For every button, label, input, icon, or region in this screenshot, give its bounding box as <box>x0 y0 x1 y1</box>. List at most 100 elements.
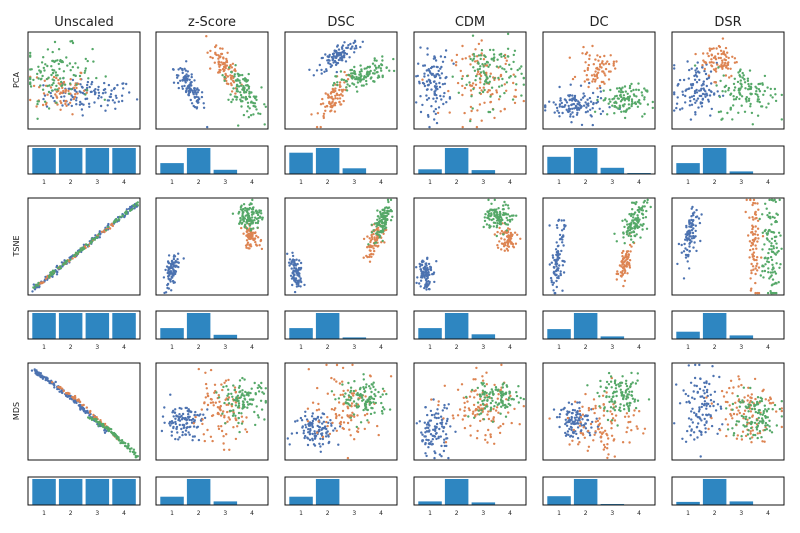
scatter-point-green <box>362 386 365 389</box>
scatter-point-blue <box>302 429 306 432</box>
scatter-point-orange <box>568 56 571 59</box>
scatter-point-orange <box>499 232 502 235</box>
scatter-point-green <box>376 218 379 221</box>
scatter-point-green <box>750 111 754 115</box>
scatter-point-green <box>358 70 362 74</box>
scatter-point-blue <box>167 274 171 277</box>
scatter-point-green <box>247 116 250 119</box>
scatter-point-green <box>91 237 94 240</box>
col-title-dsr: DSR <box>714 15 741 30</box>
scatter-point-orange <box>598 65 602 68</box>
scatter-point-green <box>349 395 352 399</box>
scatter-point-green <box>348 74 351 77</box>
scatter-point-blue <box>78 103 82 106</box>
scatter-point-orange <box>79 71 82 75</box>
scatter-point-green <box>498 218 501 221</box>
scatter-point-blue <box>298 275 301 278</box>
scatter-point-green <box>254 97 257 100</box>
scatter-point-blue <box>311 419 315 423</box>
scatter-point-blue <box>705 84 708 88</box>
scatter-point-green <box>632 216 635 219</box>
scatter-point-green <box>778 266 781 269</box>
scatter-point-blue <box>343 41 346 44</box>
scatter-point-orange <box>335 380 338 383</box>
col-title-dc: DC <box>589 15 608 30</box>
scatter-point-orange <box>364 395 367 398</box>
scatter-point-green <box>359 421 363 424</box>
scatter-point-orange <box>582 45 585 49</box>
scatter-point-blue <box>427 287 431 291</box>
scatter-point-orange <box>464 57 467 60</box>
scatter-point-blue <box>181 71 184 75</box>
scatter-point-blue <box>286 437 289 440</box>
scatter-point-orange <box>476 73 479 76</box>
scatter-point-blue <box>104 91 107 94</box>
scatter-point-green <box>36 72 39 76</box>
scatter-point-blue <box>296 419 299 422</box>
scatter-point-blue <box>716 90 719 93</box>
scatter-point-orange <box>754 244 757 247</box>
scatter-point-orange <box>750 262 753 266</box>
scatter-point-green <box>243 91 246 94</box>
scatter-point-green <box>763 89 766 93</box>
scatter-point-blue <box>564 431 567 435</box>
scatter-point-green <box>234 404 238 407</box>
scatter-point-blue <box>294 420 297 423</box>
scatter-point-green <box>770 242 773 245</box>
scatter-point-orange <box>317 420 320 423</box>
scatter-point-orange <box>485 403 488 406</box>
scatter-point-blue <box>332 52 336 55</box>
scatter-point-green <box>378 230 381 234</box>
scatter-point-green <box>733 89 736 92</box>
scatter-point-green <box>770 230 773 234</box>
scatter-point-green <box>234 79 237 82</box>
scatter-point-blue <box>188 433 191 436</box>
scatter-point-green <box>484 213 487 216</box>
scatter-point-green <box>759 274 762 277</box>
scatter-point-green <box>489 401 493 405</box>
scatter-point-green <box>358 77 362 80</box>
scatter-point-green <box>602 89 605 92</box>
scatter-point-green <box>625 233 629 236</box>
scatter-point-orange <box>752 255 756 258</box>
scatter-point-orange <box>368 237 371 240</box>
scatter-point-green <box>37 65 40 69</box>
scatter-point-green <box>381 393 384 396</box>
scatter-point-orange <box>472 410 475 413</box>
scatter-point-green <box>634 202 637 206</box>
scatter-point-orange <box>350 405 353 408</box>
scatter-point-green <box>358 394 361 398</box>
scatter-point-orange <box>324 92 327 95</box>
scatter-point-orange <box>55 90 58 93</box>
scatter-point-green <box>251 216 254 219</box>
scatter-point-blue <box>558 264 561 267</box>
scatter-point-orange <box>493 383 496 387</box>
scatter-point-green <box>497 76 500 80</box>
scatter-point-green <box>514 75 517 78</box>
scatter-point-green <box>369 387 372 390</box>
scatter-point-green <box>61 60 64 63</box>
scatter-point-green <box>360 78 363 81</box>
scatter-point-blue <box>116 83 119 87</box>
scatter-point-orange <box>316 112 319 115</box>
scatter-point-blue <box>314 418 318 421</box>
scatter-point-orange <box>633 409 636 412</box>
scatter-point-blue <box>55 273 59 276</box>
scatter-point-blue <box>349 47 352 50</box>
scatter-point-green <box>244 95 248 99</box>
scatter-point-orange <box>335 429 338 432</box>
scatter-point-orange <box>600 61 604 65</box>
scatter-point-orange <box>607 62 611 66</box>
scatter-panel-tsne-4 <box>542 197 656 296</box>
scatter-point-orange <box>111 224 115 228</box>
scatter-point-orange <box>514 242 518 245</box>
scatter-point-blue <box>565 424 569 427</box>
scatter-point-orange <box>702 52 705 55</box>
scatter-point-blue <box>437 69 440 73</box>
scatter-point-green <box>237 421 240 425</box>
scatter-point-blue <box>197 438 201 442</box>
scatter-point-green <box>507 402 510 406</box>
scatter-point-blue <box>709 90 713 93</box>
scatter-point-orange <box>333 102 336 105</box>
scatter-point-green <box>52 81 55 85</box>
